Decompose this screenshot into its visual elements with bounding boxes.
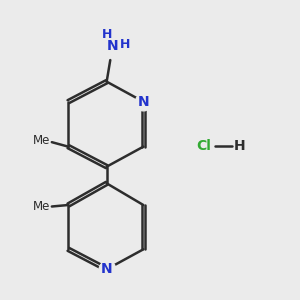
Text: N: N xyxy=(101,262,112,276)
Text: N: N xyxy=(137,95,149,109)
Text: H: H xyxy=(234,139,245,152)
Text: H: H xyxy=(102,28,112,41)
Text: H: H xyxy=(120,38,130,51)
Text: Me: Me xyxy=(33,200,50,213)
Text: Me: Me xyxy=(33,134,50,147)
Text: N: N xyxy=(107,39,118,53)
Text: Cl: Cl xyxy=(196,139,211,152)
